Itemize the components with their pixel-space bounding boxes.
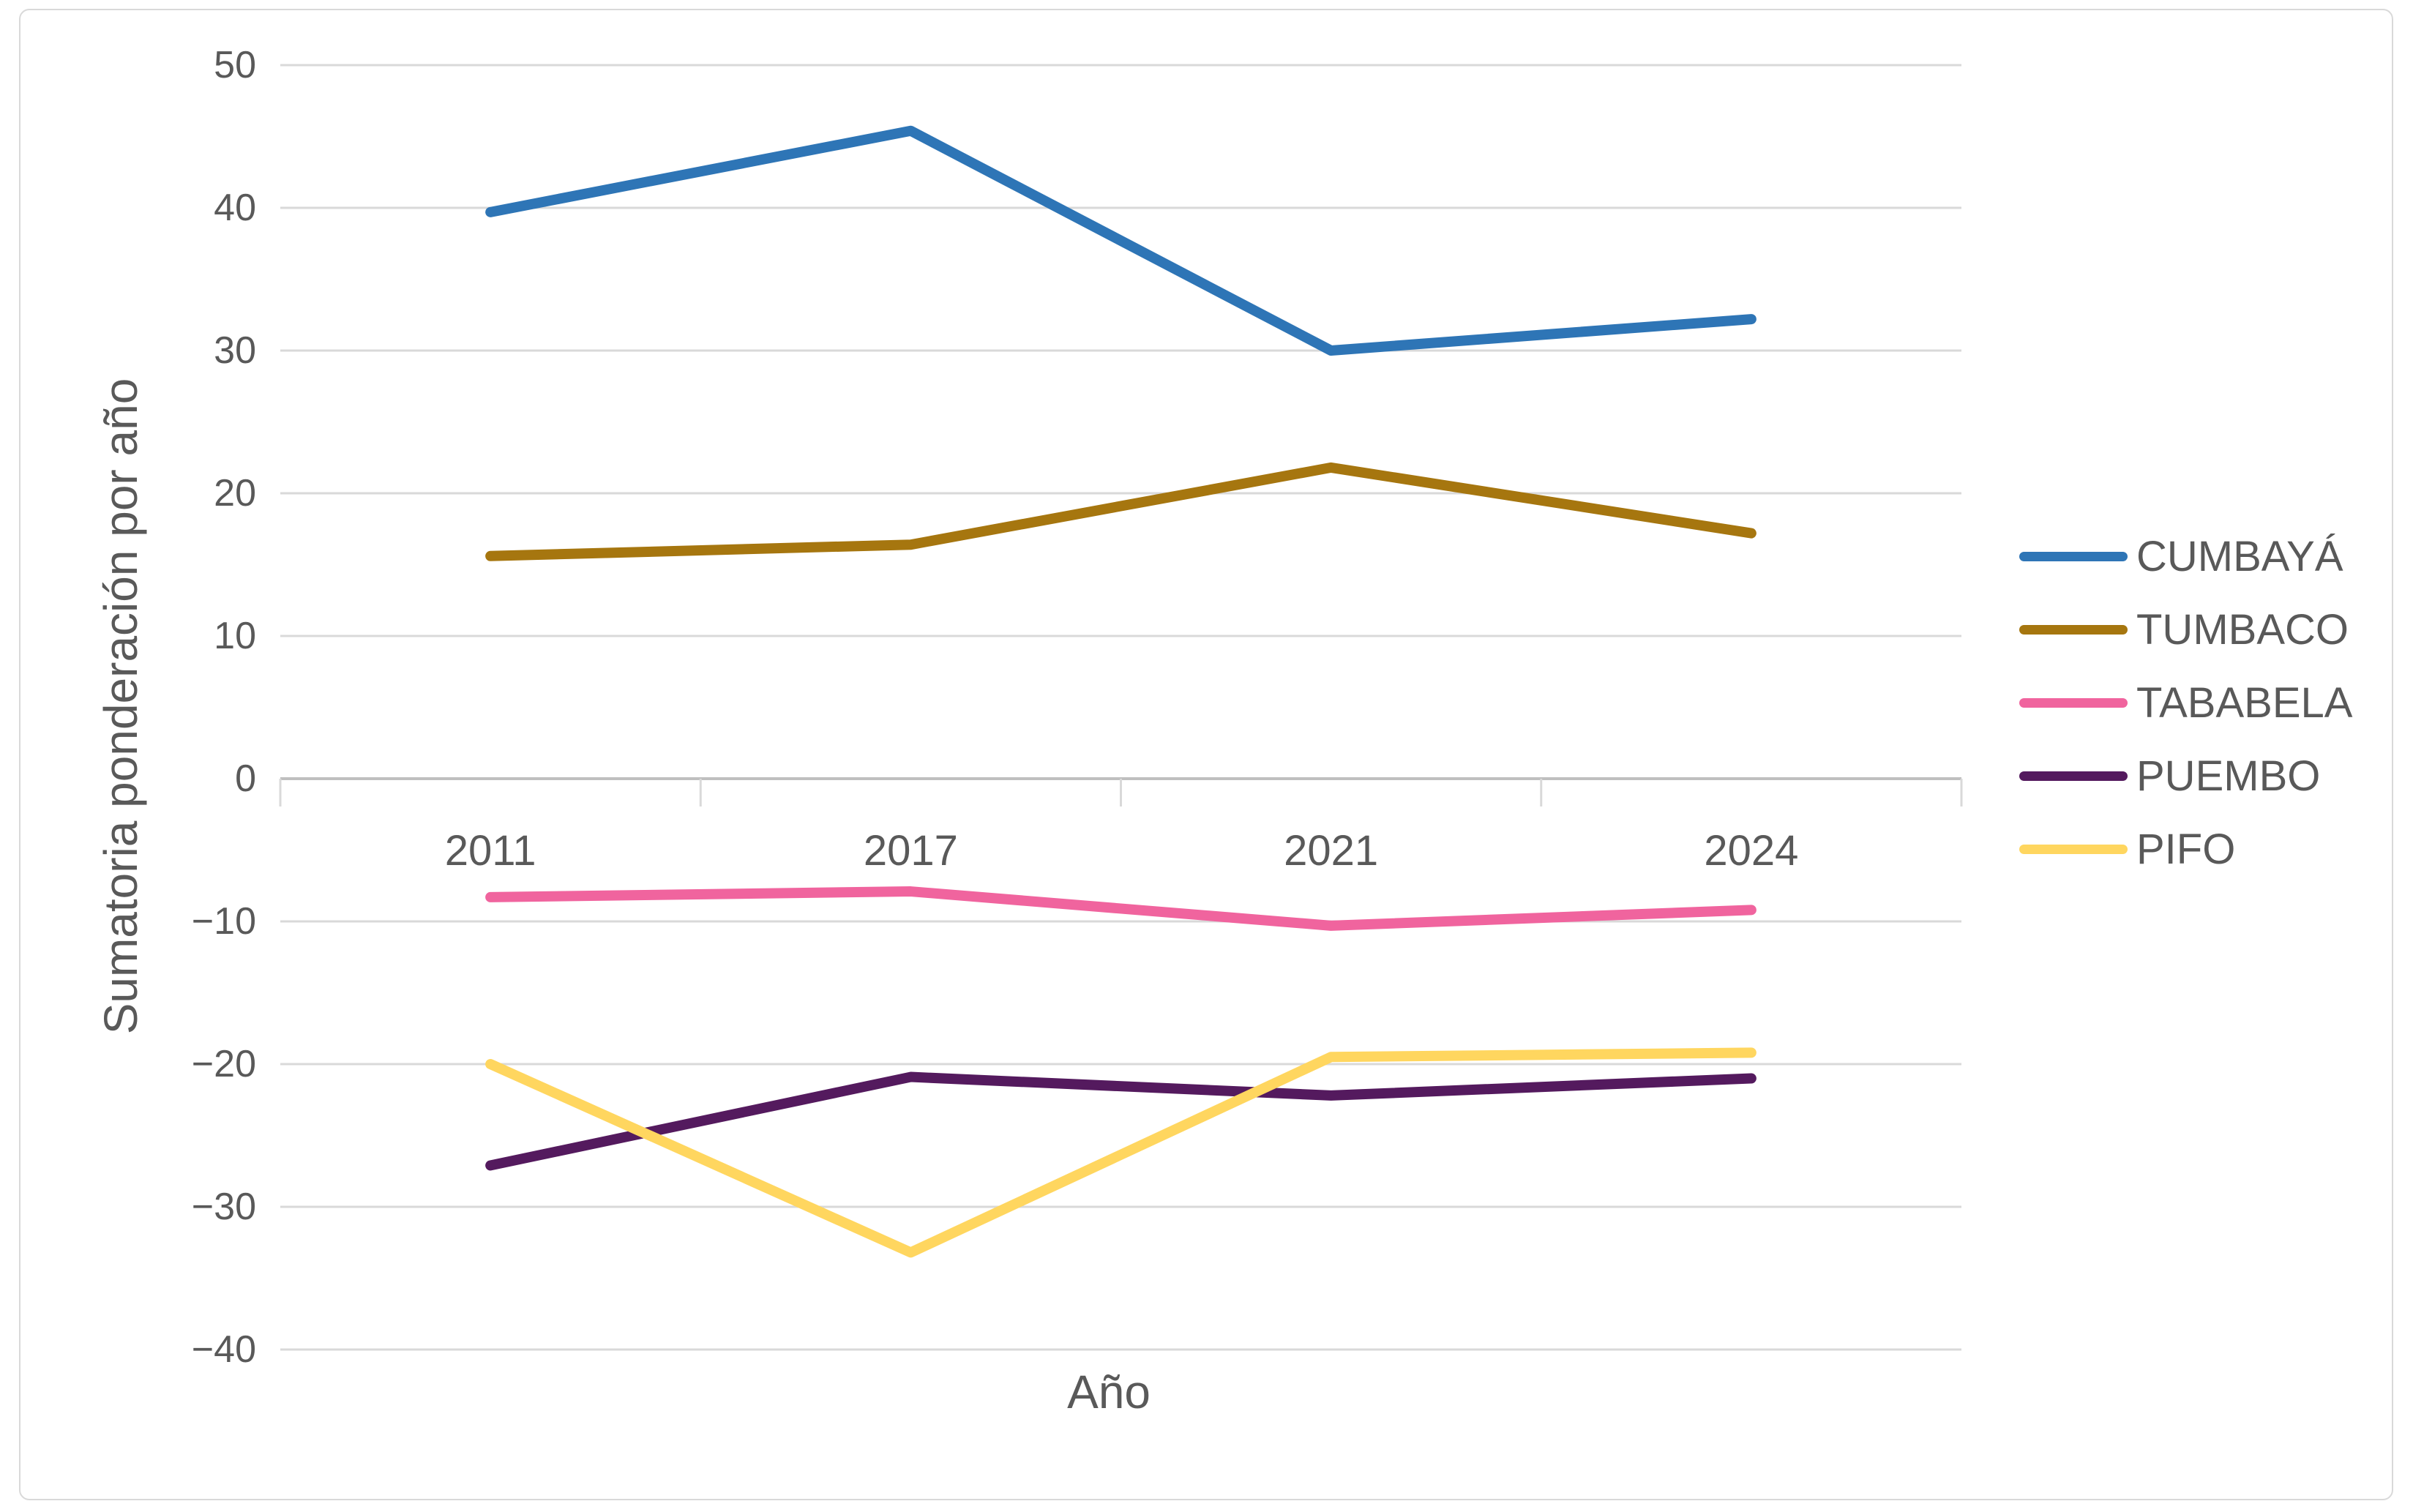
legend-swatch-puembo [2019,771,2128,781]
x-tick-label: 2021 [1284,827,1379,875]
legend-swatch-tumbaco [2019,624,2128,635]
legend-label: TUMBACO [2136,605,2349,654]
legend-item-cumbaya: CUMBAYÁ [2019,520,2353,593]
y-tick-label: 20 [214,472,256,514]
y-axis-title: Sumatoria ponderación por año [94,378,147,1035]
x-tick-label: 2011 [444,827,536,875]
series-line-tumbaco [485,462,1757,561]
y-tick-label: 30 [214,329,256,372]
legend-swatch-cumbaya [2019,551,2128,561]
y-tick-label: −30 [191,1186,256,1228]
series-line-cumbayá [485,125,1757,356]
legend-item-pifo: PIFO [2019,812,2353,886]
legend-swatch-tababela [2019,697,2128,708]
legend-item-tumbaco: TUMBACO [2019,593,2353,666]
series-line-puembo [485,1071,1757,1171]
y-tick-label: −10 [191,900,256,943]
legend-label: PIFO [2136,825,2236,873]
legend-label: PUEMBO [2136,752,2321,800]
legend-item-tababela: TABABELA [2019,666,2353,739]
x-tick-label: 2024 [1704,827,1799,875]
y-tick-label: 50 [214,44,256,86]
chart-frame [19,9,2393,1500]
legend: CUMBAYÁ TUMBACO TABABELA PUEMBO PIFO [2019,520,2353,886]
y-tick-label: −40 [191,1328,256,1371]
legend-label: CUMBAYÁ [2136,532,2343,580]
series-line-tababela [485,886,1757,931]
legend-swatch-pifo [2019,844,2128,854]
y-tick-label: 40 [214,187,256,229]
y-tick-label: 10 [214,615,256,657]
x-tick-label: 2017 [863,827,958,875]
legend-item-puembo: PUEMBO [2019,739,2353,812]
y-tick-label: −20 [191,1043,256,1085]
legend-label: TABABELA [2136,678,2353,727]
x-axis-title: Año [1067,1366,1151,1418]
series-line-pifo [485,1047,1757,1258]
y-tick-label: 0 [235,757,256,800]
